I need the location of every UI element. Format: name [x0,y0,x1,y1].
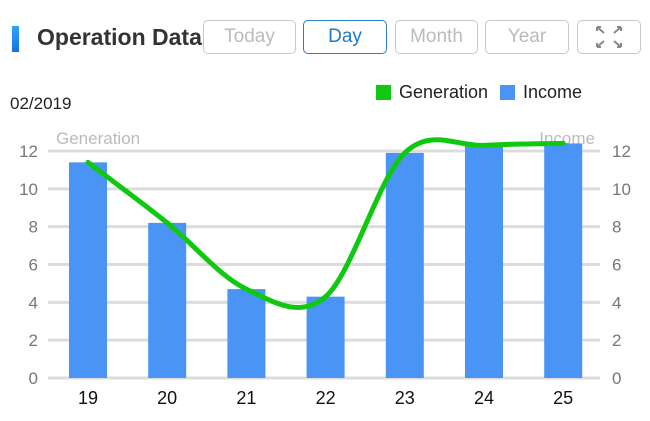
x-tick: 24 [474,388,494,408]
year-button[interactable]: Year [485,20,569,54]
y-tick-right: 6 [612,256,621,275]
generation-swatch [376,85,391,100]
title-accent-bar [12,26,19,52]
legend-label: Generation [399,82,489,102]
x-tick: 20 [157,388,177,408]
y-tick-right: 8 [612,218,621,237]
day-button[interactable]: Day [303,20,387,54]
x-tick: 23 [395,388,415,408]
income-bar [227,289,266,378]
y-tick-right: 2 [612,331,621,350]
income-swatch [500,85,515,100]
x-tick: 19 [78,388,98,408]
x-tick: 22 [316,388,336,408]
page-title: Operation Data [37,24,202,50]
y-tick-left: 12 [19,142,38,161]
today-button[interactable]: Today [203,20,296,54]
income-bar [544,143,583,378]
legend-income[interactable]: Income [500,82,582,103]
y-tick-left: 10 [19,180,38,199]
y-axis-label-left: Generation [56,129,140,148]
income-bar [148,222,187,378]
y-tick-right: 0 [612,369,621,388]
y-tick-right: 10 [612,180,631,199]
generation-line [85,137,566,310]
y-tick-left: 6 [29,256,38,275]
legend-generation[interactable]: Generation [376,82,488,103]
y-tick-left: 4 [29,293,38,312]
fullscreen-icon [596,26,622,48]
legend-label: Income [523,82,583,102]
y-tick-right: 4 [612,293,621,312]
y-tick-left: 8 [29,218,38,237]
x-tick: 25 [553,388,573,408]
income-bar [69,162,107,378]
income-bar [465,145,503,378]
month-button[interactable]: Month [395,20,478,54]
period-label: 02/2019 [10,94,72,113]
y-tick-right: 12 [612,142,631,161]
income-bar [385,152,424,378]
y-tick-left: 2 [29,331,38,350]
x-tick: 21 [236,388,256,408]
y-tick-left: 0 [29,369,38,388]
expand-button[interactable] [577,20,641,54]
income-bar [306,296,345,378]
